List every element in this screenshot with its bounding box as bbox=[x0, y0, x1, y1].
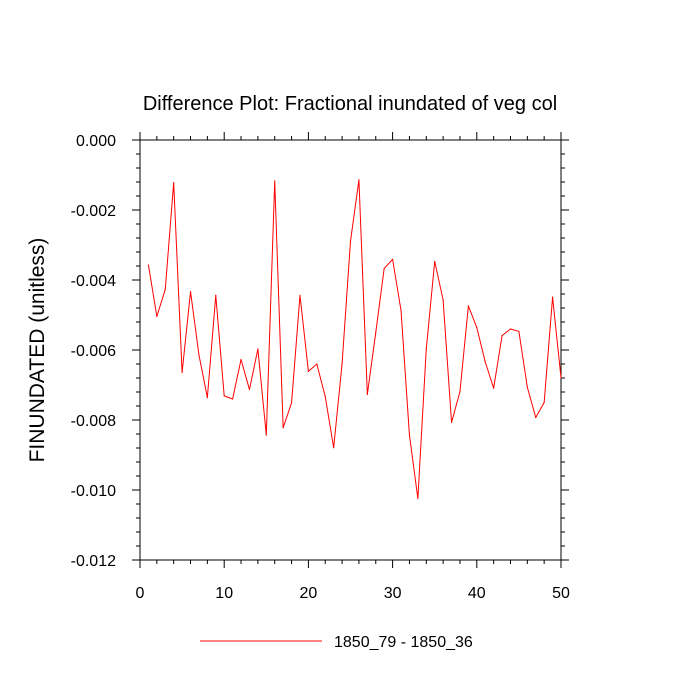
data-point bbox=[417, 497, 419, 499]
data-point bbox=[215, 294, 217, 296]
data-point bbox=[248, 388, 251, 391]
data-point bbox=[526, 386, 528, 388]
data-point bbox=[392, 258, 394, 260]
x-tick-label: 40 bbox=[468, 585, 486, 602]
data-point bbox=[173, 182, 175, 184]
data-point bbox=[366, 393, 368, 396]
data-point bbox=[476, 327, 478, 329]
data-point bbox=[232, 398, 234, 400]
data-point bbox=[206, 397, 208, 399]
y-tick-label: -0.002 bbox=[71, 203, 116, 220]
legend-label: 1850_79 - 1850_36 bbox=[334, 634, 473, 651]
data-point bbox=[400, 309, 402, 312]
data-point bbox=[501, 335, 503, 337]
legend: 1850_79 - 1850_36 bbox=[200, 634, 473, 651]
data-point bbox=[147, 264, 150, 266]
data-point bbox=[408, 434, 411, 436]
data-point bbox=[434, 260, 436, 263]
data-point bbox=[425, 348, 427, 350]
data-point bbox=[257, 348, 259, 350]
data-point bbox=[198, 354, 200, 356]
data-point bbox=[358, 179, 360, 181]
data-point bbox=[442, 299, 444, 301]
data-point bbox=[383, 267, 385, 270]
y-tick-label: 0.000 bbox=[76, 133, 116, 150]
data-point bbox=[307, 370, 309, 372]
data-point bbox=[299, 294, 301, 296]
axis-ticks: 0 10 20 30 40 50 0.000 -0.002 -0.004 -0.006 -0.008… bbox=[71, 132, 570, 602]
data-point bbox=[467, 305, 469, 307]
data-point bbox=[333, 447, 335, 449]
data-point bbox=[493, 387, 495, 389]
data-point bbox=[164, 288, 166, 291]
data-point bbox=[459, 391, 461, 393]
y-tick-label: -0.006 bbox=[71, 343, 116, 360]
x-tick-label: 50 bbox=[552, 585, 570, 602]
data-point bbox=[560, 377, 562, 379]
x-tick-label: 30 bbox=[384, 585, 402, 602]
data-point bbox=[316, 363, 318, 365]
data-point bbox=[543, 401, 545, 404]
data-point bbox=[349, 240, 352, 242]
data-point bbox=[265, 434, 267, 436]
y-tick-label: -0.004 bbox=[71, 273, 116, 290]
data-point bbox=[282, 427, 284, 429]
x-tick-label: 10 bbox=[215, 585, 233, 602]
plot-frame bbox=[139, 139, 562, 561]
data-point bbox=[484, 361, 486, 363]
data-point bbox=[551, 296, 554, 298]
data-point bbox=[450, 421, 453, 424]
series-layer bbox=[147, 179, 562, 499]
data-point bbox=[509, 328, 512, 330]
data-point bbox=[274, 180, 276, 182]
y-tick-label: -0.012 bbox=[71, 553, 116, 570]
y-axis-label: FINUNDATED (unitless) bbox=[26, 238, 49, 463]
data-point bbox=[324, 395, 326, 398]
series-line bbox=[147, 179, 562, 499]
data-point bbox=[240, 358, 242, 361]
data-point bbox=[375, 331, 377, 334]
data-point bbox=[341, 363, 343, 365]
data-point bbox=[535, 416, 537, 419]
y-tick-label: -0.010 bbox=[71, 483, 116, 500]
x-tick-label: 20 bbox=[300, 585, 318, 602]
x-tick-label: 0 bbox=[136, 585, 145, 602]
data-point bbox=[518, 330, 520, 333]
data-point bbox=[290, 402, 293, 404]
data-point bbox=[189, 290, 192, 293]
chart-title: Difference Plot: Fractional inundated of… bbox=[143, 93, 557, 115]
data-point bbox=[223, 395, 225, 397]
y-tick-label: -0.008 bbox=[71, 413, 116, 430]
data-point bbox=[181, 371, 183, 373]
data-point bbox=[156, 315, 158, 317]
